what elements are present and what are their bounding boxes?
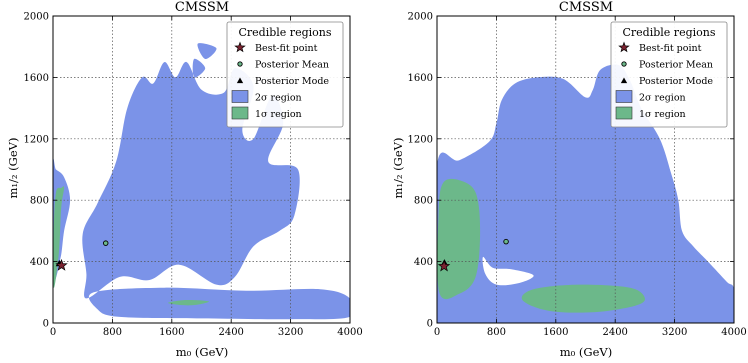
left-panel: CMSSM 0 800 1600 2400 3200 4000 0 400 800 1200 160… bbox=[6, 0, 363, 359]
legend-box bbox=[610, 21, 728, 128]
legend-label: Posterior Mode bbox=[639, 76, 713, 87]
y-tick-label: 0 bbox=[427, 319, 433, 330]
legend-mode-icon bbox=[236, 77, 244, 84]
best-fit-marker bbox=[437, 259, 451, 272]
legend-mean-icon bbox=[621, 61, 627, 67]
sigma2-region bbox=[437, 64, 734, 323]
chart-title: CMSSM bbox=[175, 0, 229, 15]
legend-title: Credible regions bbox=[239, 26, 332, 39]
y-tick-label: 800 bbox=[414, 196, 433, 207]
posterior-mean-marker bbox=[503, 238, 509, 245]
legend-sigma2-swatch bbox=[231, 90, 249, 103]
x-axis-label: m₀ (GeV) bbox=[560, 345, 612, 359]
legend-label: 1σ region bbox=[255, 109, 302, 120]
legend-label: Best-fit point bbox=[255, 43, 318, 54]
x-tick-label: 4000 bbox=[721, 327, 746, 338]
legend-label: 2σ region bbox=[255, 93, 302, 104]
legend-label: 1σ region bbox=[639, 109, 686, 120]
y-tick-label: 0 bbox=[43, 319, 49, 330]
legend: Credible regions Best-fit point Posterior … bbox=[610, 21, 728, 128]
right-panel: CMSSM 0 800 1600 2400 3200 4000 0 400 800 1200 160… bbox=[391, 0, 747, 359]
legend-sigma1-swatch bbox=[231, 106, 249, 120]
legend-label: Posterior Mean bbox=[255, 60, 329, 71]
grid bbox=[53, 16, 350, 323]
y-tick-label: 2000 bbox=[24, 12, 49, 23]
x-tick-label: 3200 bbox=[278, 327, 303, 338]
x-axis-label: m₀ (GeV) bbox=[176, 345, 228, 359]
x-tick-label: 0 bbox=[50, 327, 56, 338]
legend-label: 2σ region bbox=[639, 93, 686, 104]
y-tick-label: 400 bbox=[414, 257, 433, 268]
y-tick-label: 1600 bbox=[24, 73, 49, 84]
x-tick-label: 0 bbox=[434, 327, 440, 338]
y-tick-label: 800 bbox=[30, 196, 49, 207]
y-tick-label: 1200 bbox=[24, 134, 49, 145]
posterior-mean-marker bbox=[102, 240, 109, 246]
chart-title: CMSSM bbox=[559, 0, 613, 15]
legend-mean-icon bbox=[237, 61, 243, 67]
x-tick-label: 800 bbox=[103, 327, 122, 338]
y-tick-label: 2000 bbox=[408, 12, 433, 23]
legend: Credible regions Best-fit point Posterior … bbox=[226, 21, 344, 128]
x-tick-label: 2400 bbox=[218, 327, 243, 338]
y-tick-label: 1200 bbox=[408, 134, 433, 145]
legend-best-fit-icon bbox=[234, 41, 246, 53]
legend-sigma1-swatch bbox=[615, 106, 633, 120]
legend-label: Posterior Mean bbox=[639, 60, 713, 71]
legend-title: Credible regions bbox=[623, 26, 716, 39]
best-fit-marker bbox=[55, 258, 68, 271]
x-tick-label: 2400 bbox=[602, 327, 627, 338]
regions bbox=[437, 64, 734, 323]
plot-area: 0 800 1600 2400 3200 4000 0 400 800 1200 1600 2000 C… bbox=[24, 12, 363, 339]
y-axis-label: m₁/₂ (GeV) bbox=[6, 138, 20, 199]
x-tick-label: 800 bbox=[487, 327, 506, 338]
legend-sigma2-swatch bbox=[615, 90, 633, 103]
plot-area: 0 800 1600 2400 3200 4000 0 400 800 1200 1600 2000 C… bbox=[408, 12, 747, 339]
legend-label: Posterior Mode bbox=[255, 76, 329, 87]
y-axis-label: m₁/₂ (GeV) bbox=[391, 138, 405, 199]
y-tick-label: 400 bbox=[30, 257, 49, 268]
legend-box bbox=[226, 21, 344, 128]
x-tick-label: 1600 bbox=[543, 327, 568, 338]
legend-mode-icon bbox=[620, 77, 628, 84]
legend-label: Best-fit point bbox=[639, 43, 702, 54]
y-tick-label: 1600 bbox=[408, 73, 433, 84]
legend-best-fit-icon bbox=[618, 41, 630, 53]
sigma1-region bbox=[437, 178, 645, 313]
grid bbox=[437, 16, 734, 323]
plot-frame bbox=[436, 15, 735, 324]
x-tick-label: 3200 bbox=[662, 327, 687, 338]
x-tick-label: 4000 bbox=[337, 327, 362, 338]
plot-frame bbox=[52, 15, 351, 324]
x-tick-label: 1600 bbox=[159, 327, 184, 338]
